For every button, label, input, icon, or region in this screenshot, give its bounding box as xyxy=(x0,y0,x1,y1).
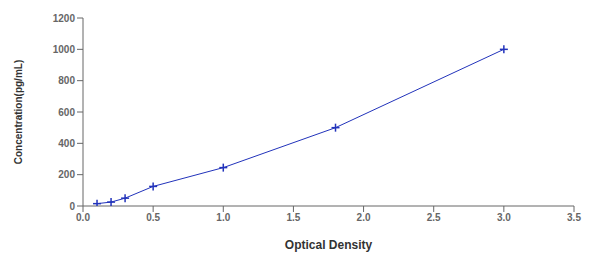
svg-text:800: 800 xyxy=(58,75,75,86)
svg-text:3.5: 3.5 xyxy=(567,212,581,223)
svg-text:200: 200 xyxy=(58,169,75,180)
svg-text:1200: 1200 xyxy=(53,13,76,24)
svg-text:600: 600 xyxy=(58,107,75,118)
svg-text:3.0: 3.0 xyxy=(497,212,511,223)
svg-text:0.5: 0.5 xyxy=(146,212,160,223)
svg-text:1.0: 1.0 xyxy=(216,212,230,223)
svg-text:2.0: 2.0 xyxy=(357,212,371,223)
svg-text:Optical Density: Optical Density xyxy=(285,238,373,252)
svg-text:0.0: 0.0 xyxy=(76,212,90,223)
svg-text:400: 400 xyxy=(58,138,75,149)
svg-text:1000: 1000 xyxy=(53,44,76,55)
svg-text:Concentration(pg/mL): Concentration(pg/mL) xyxy=(13,60,24,164)
svg-text:0: 0 xyxy=(69,201,75,212)
svg-text:2.5: 2.5 xyxy=(427,212,441,223)
svg-text:1.5: 1.5 xyxy=(286,212,300,223)
